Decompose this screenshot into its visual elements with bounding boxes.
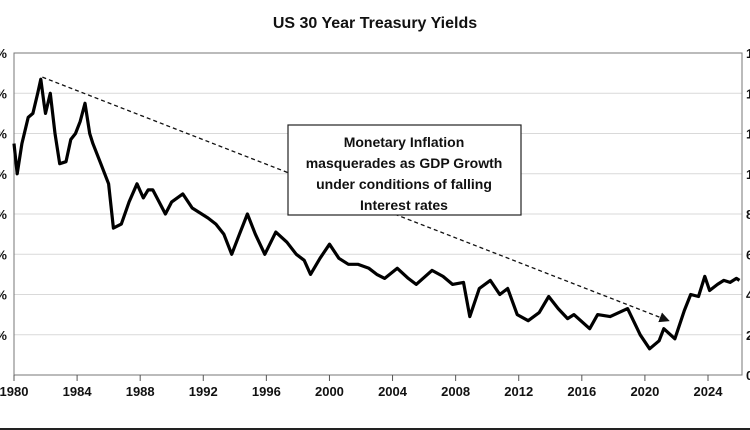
y-left-tick-label: 16% xyxy=(0,46,7,61)
x-tick-label: 2000 xyxy=(315,384,344,399)
annotation-line-3: under conditions of falling xyxy=(316,176,492,192)
y-left-tick-label: 12% xyxy=(0,127,7,142)
x-tick-label: 2024 xyxy=(694,384,724,399)
y-left-tick-label: 4% xyxy=(0,288,7,303)
y-left-tick-label: 8% xyxy=(0,207,7,222)
y-right-tick-label: 16 xyxy=(746,46,750,61)
x-tick-label: 2008 xyxy=(441,384,470,399)
y-right-tick-label: 2 xyxy=(746,328,750,343)
x-tick-label: 1980 xyxy=(0,384,28,399)
y-right-tick-label: 12 xyxy=(746,127,750,142)
x-tick-label: 1988 xyxy=(126,384,155,399)
y-right-tick-label: 8 xyxy=(746,207,750,222)
x-tick-label: 2020 xyxy=(630,384,659,399)
x-tick-label: 2004 xyxy=(378,384,408,399)
x-tick-label: 2016 xyxy=(567,384,596,399)
y-right-tick-label: 4 xyxy=(746,288,750,303)
y-left-tick-label: 6% xyxy=(0,247,7,262)
x-tick-label: 1992 xyxy=(189,384,218,399)
annotation-line-2: masquerades as GDP Growth xyxy=(306,155,503,171)
plot-border xyxy=(13,52,743,376)
x-tick-label: 1984 xyxy=(63,384,93,399)
chart-title: US 30 Year Treasury Yields xyxy=(273,15,477,32)
annotation-box xyxy=(287,124,522,216)
y-axis-left: 16% 14% 12% 10% 8% 6% 4% 2% xyxy=(0,46,7,343)
y-left-tick-label: 10% xyxy=(0,167,7,182)
y-right-tick-label: 6 xyxy=(746,247,750,262)
annotation-line-1: Monetary Inflation xyxy=(344,134,465,150)
y-right-tick-label: 14 xyxy=(746,86,750,101)
x-axis: 1980 1984 1988 1992 1996 2000 2004 2008 2012 2016… xyxy=(0,375,723,399)
x-tick-label: 2012 xyxy=(504,384,533,399)
annotation-line-4: Interest rates xyxy=(360,197,448,213)
y-left-tick-label: 14% xyxy=(0,86,7,101)
y-left-tick-label: 2% xyxy=(0,328,7,343)
y-right-tick-label: 0 xyxy=(746,368,750,383)
y-axis-right: 16 14 12 10 8 6 4 2 0 xyxy=(746,46,750,383)
yield-series-line xyxy=(12,77,741,351)
x-tick-label: 1996 xyxy=(252,384,281,399)
y-right-tick-label: 10 xyxy=(746,167,750,182)
